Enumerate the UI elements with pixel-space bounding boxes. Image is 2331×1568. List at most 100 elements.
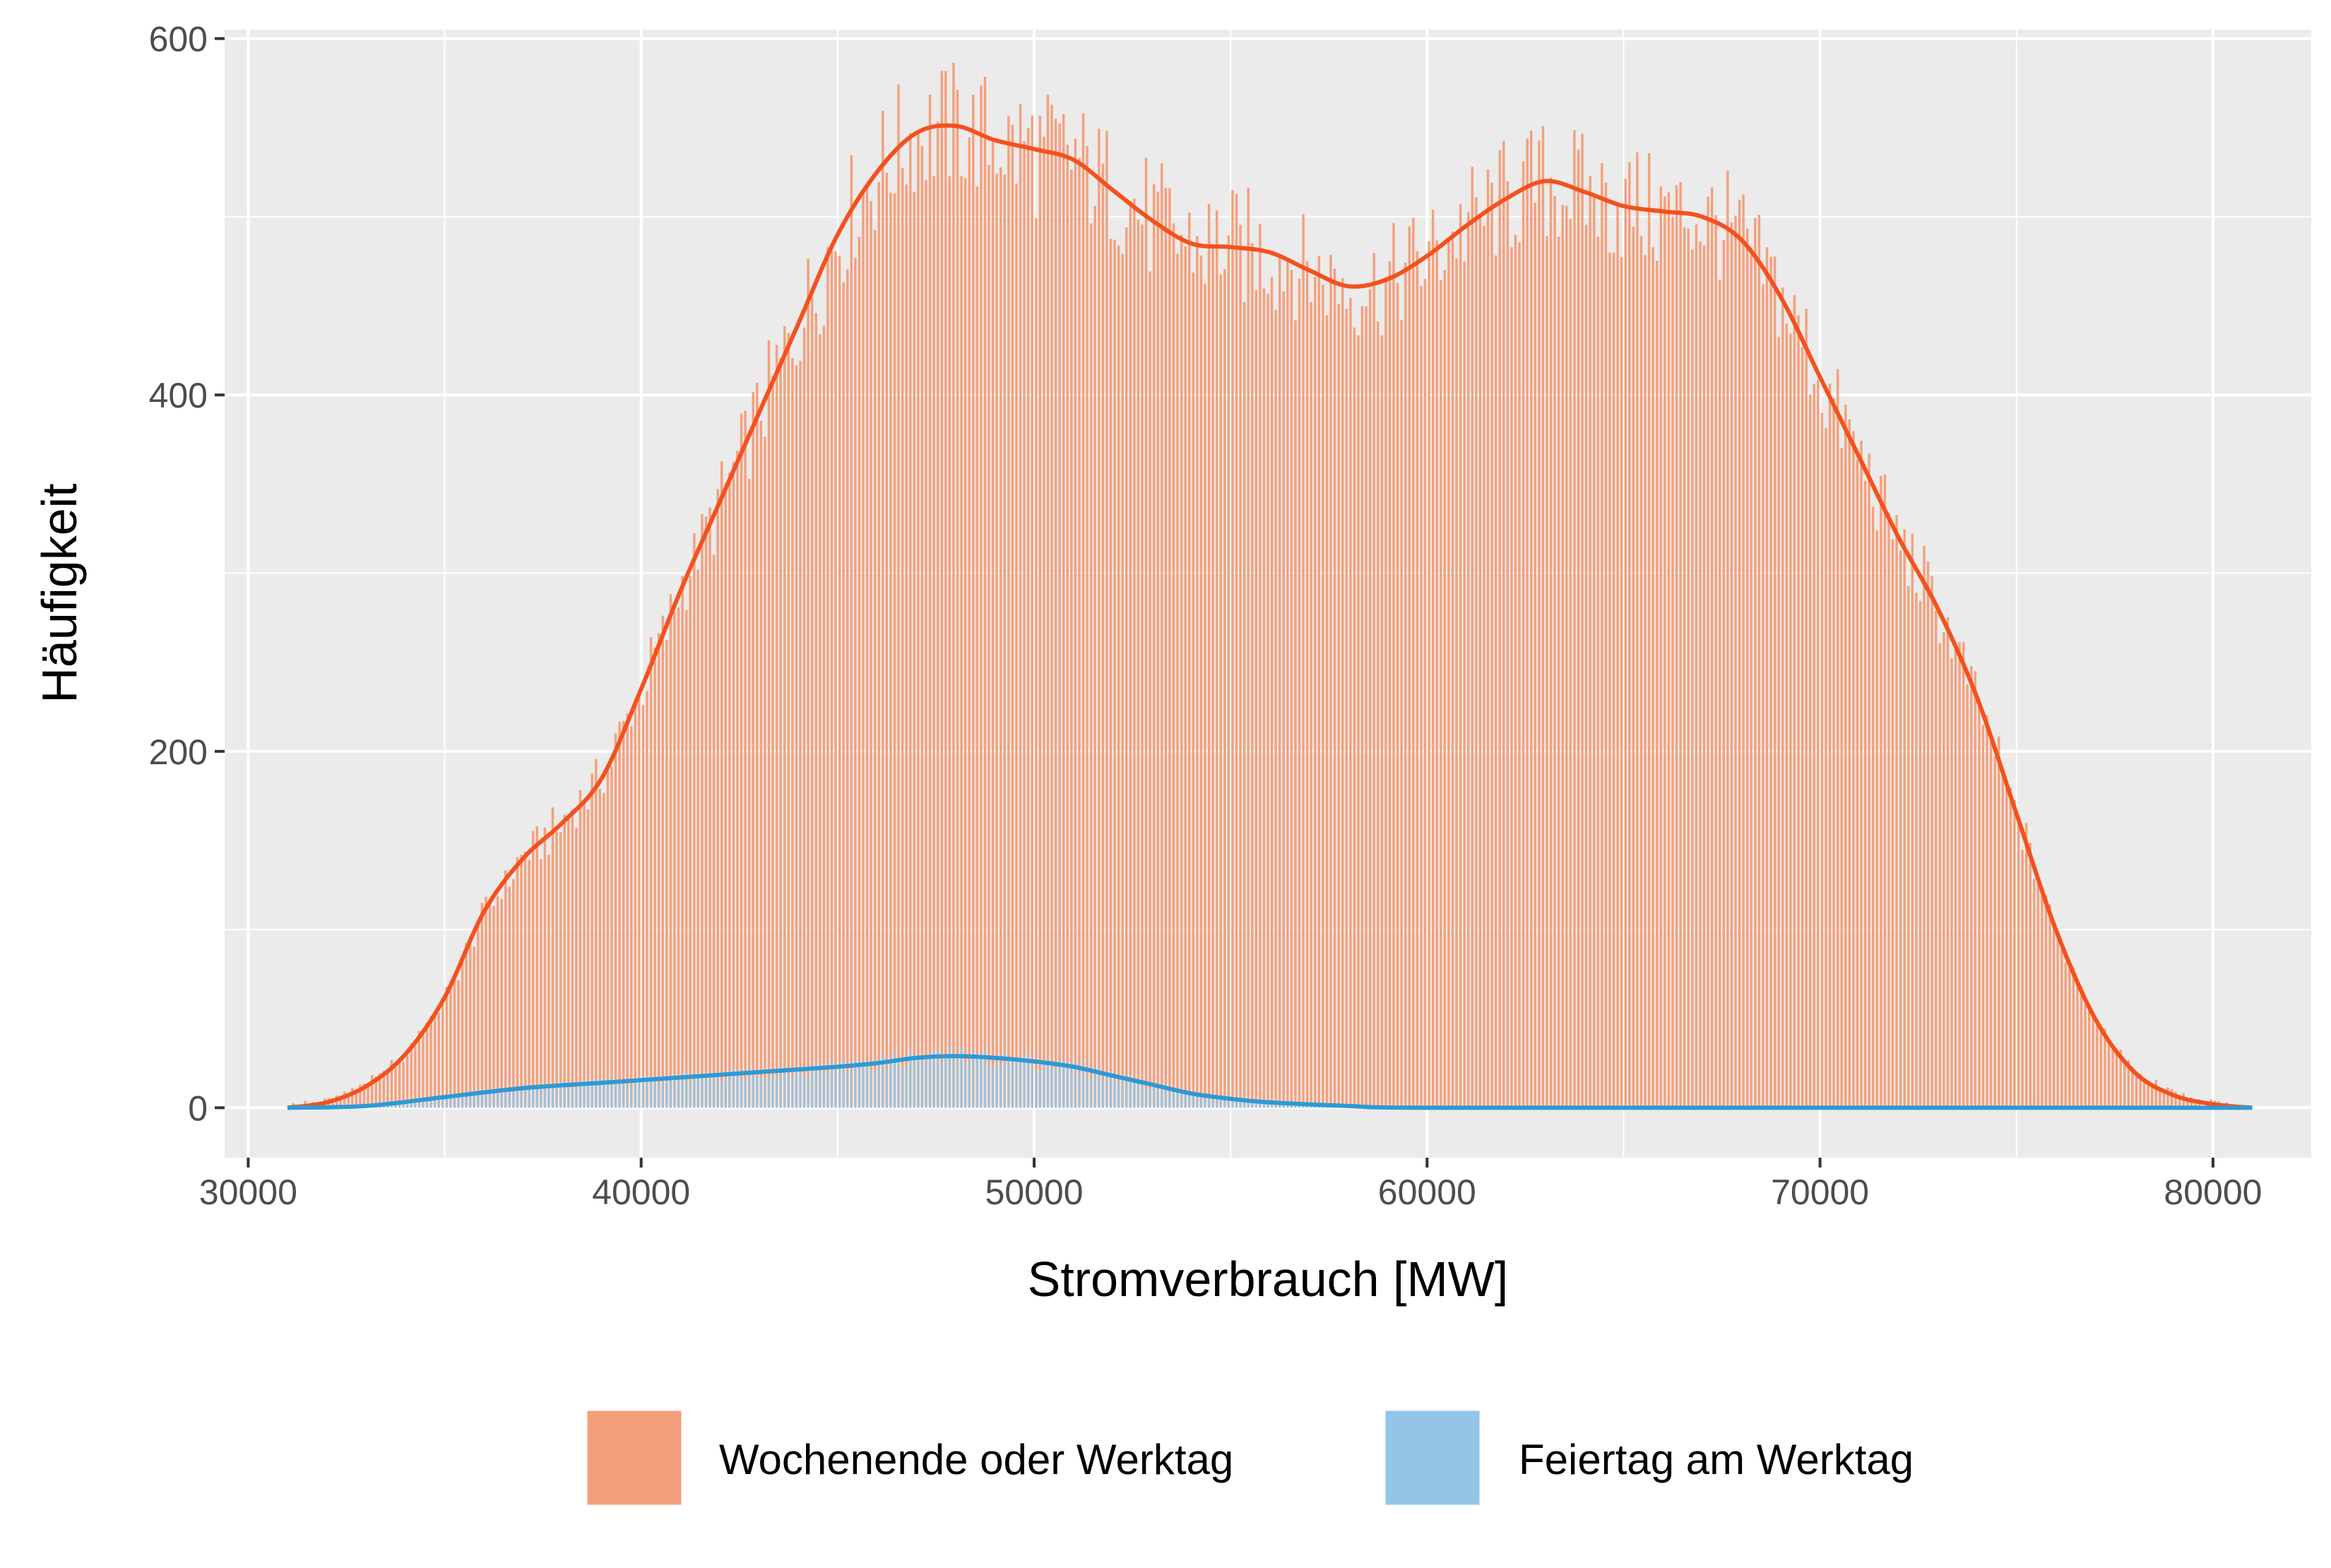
histogram-bar [1227,235,1230,1108]
histogram-bar [673,1079,676,1108]
histogram-bar [1938,643,1942,1108]
histogram-bar [1208,1094,1210,1108]
histogram-bar [500,1088,503,1108]
histogram-bar [885,1069,888,1108]
histogram-bar [1062,1059,1065,1108]
density-curves [287,123,2253,1110]
histogram-bar [1954,644,1957,1108]
histogram-bar [410,1100,413,1108]
histogram-bar [1144,158,1148,1108]
histogram-bar [586,809,590,1108]
histogram-bar [1125,1079,1128,1108]
histogram-bar [610,766,613,1108]
histogram-bar [504,870,507,1108]
histogram-bar [657,633,660,1108]
histogram-bar [1168,188,1171,1108]
histogram-bar [956,90,959,1108]
histogram-bar [716,1075,719,1108]
histogram-bar [441,1098,444,1108]
x-axis-title: Stromverbrauch [MW] [1028,1252,1509,1307]
histogram-bar [1981,724,1985,1108]
histogram-bar [1490,182,1493,1108]
histogram-bar [1639,235,1643,1108]
histogram-bar [540,859,542,1108]
histogram-bar [508,1088,511,1108]
histogram-bar [1105,1074,1108,1108]
histogram-bar [485,896,487,1108]
histogram-bar [1962,642,1965,1108]
y-tick-label: 600 [149,20,208,59]
histogram-bar [1817,380,1820,1108]
histogram-bar [579,1085,581,1108]
histogram-bar [2005,783,2008,1108]
histogram-bar [2072,967,2075,1108]
density-curve-feiertag [287,1054,2253,1110]
histogram-bar [901,167,904,1108]
histogram-bar [1895,515,1898,1108]
histogram-bar [473,1091,475,1108]
histogram-bar [696,1072,699,1108]
histogram-bar [1168,1091,1171,1108]
histogram-bar [1082,1062,1084,1108]
histogram-bar [1223,1097,1226,1108]
histogram-bar [441,999,444,1108]
histogram-bar [535,1086,538,1108]
histogram-bar [972,94,975,1108]
histogram-bar [2024,823,2028,1108]
histogram-bar [2127,1059,2130,1108]
histogram-bar [524,1085,526,1108]
histogram-bar [414,1045,417,1108]
histogram-bar [1478,216,1482,1108]
histogram-bar [1145,1088,1147,1108]
histogram-bar [1463,261,1466,1108]
histogram-bar [1455,258,1458,1108]
histogram-bar [1038,115,1042,1108]
histogram-bar [1675,185,1678,1108]
histogram-bar [1156,1088,1159,1108]
histogram-bar [1337,304,1340,1108]
histogram-bar [783,326,786,1108]
histogram-bar [968,137,971,1108]
histogram-bar [559,832,562,1108]
histogram-bar [764,1078,766,1108]
histogram-bar [968,1061,971,1108]
histogram-bar [2048,904,2051,1108]
histogram-bar [882,111,884,1108]
histogram-bar [1274,309,1277,1108]
histogram-bar [2092,1013,2094,1108]
histogram-bar [1793,295,1796,1108]
histogram-bar [2159,1088,2161,1108]
histogram-bar [457,980,460,1108]
histogram-bar [516,1091,518,1108]
histogram-bar [826,1074,829,1108]
histogram-bar [402,1103,405,1108]
histogram-bar [591,773,593,1108]
histogram-bar [1050,1068,1053,1108]
histogram-bar [1993,756,1996,1108]
histogram-bar [2123,1059,2126,1108]
histogram-bar [1663,196,1666,1108]
histogram-bar [1377,321,1380,1108]
histogram-bar [1483,225,1485,1108]
histogram-bar [1726,170,1729,1108]
histogram-bar [1620,256,1623,1108]
histogram-bar [410,1043,413,1108]
histogram-bar [747,479,751,1108]
histogram-bar [1322,285,1324,1108]
histogram-bar [1035,218,1038,1108]
histogram-bar [1137,219,1140,1108]
histogram-bar [516,857,519,1108]
histogram-bar [728,1073,731,1108]
histogram-bar [858,237,861,1108]
histogram-bar [885,172,889,1108]
histogram-bar [496,896,499,1108]
histogram-bar [579,790,582,1108]
histogram-bar [1412,218,1415,1108]
histogram-bar [598,1079,601,1108]
histogram-bar [610,1079,613,1108]
histogram-bar [1137,1081,1139,1108]
histogram-bar [1271,1101,1273,1108]
histogram-bar [2142,1079,2146,1108]
histogram-bar [583,803,586,1108]
histogram-bar [343,1091,346,1108]
